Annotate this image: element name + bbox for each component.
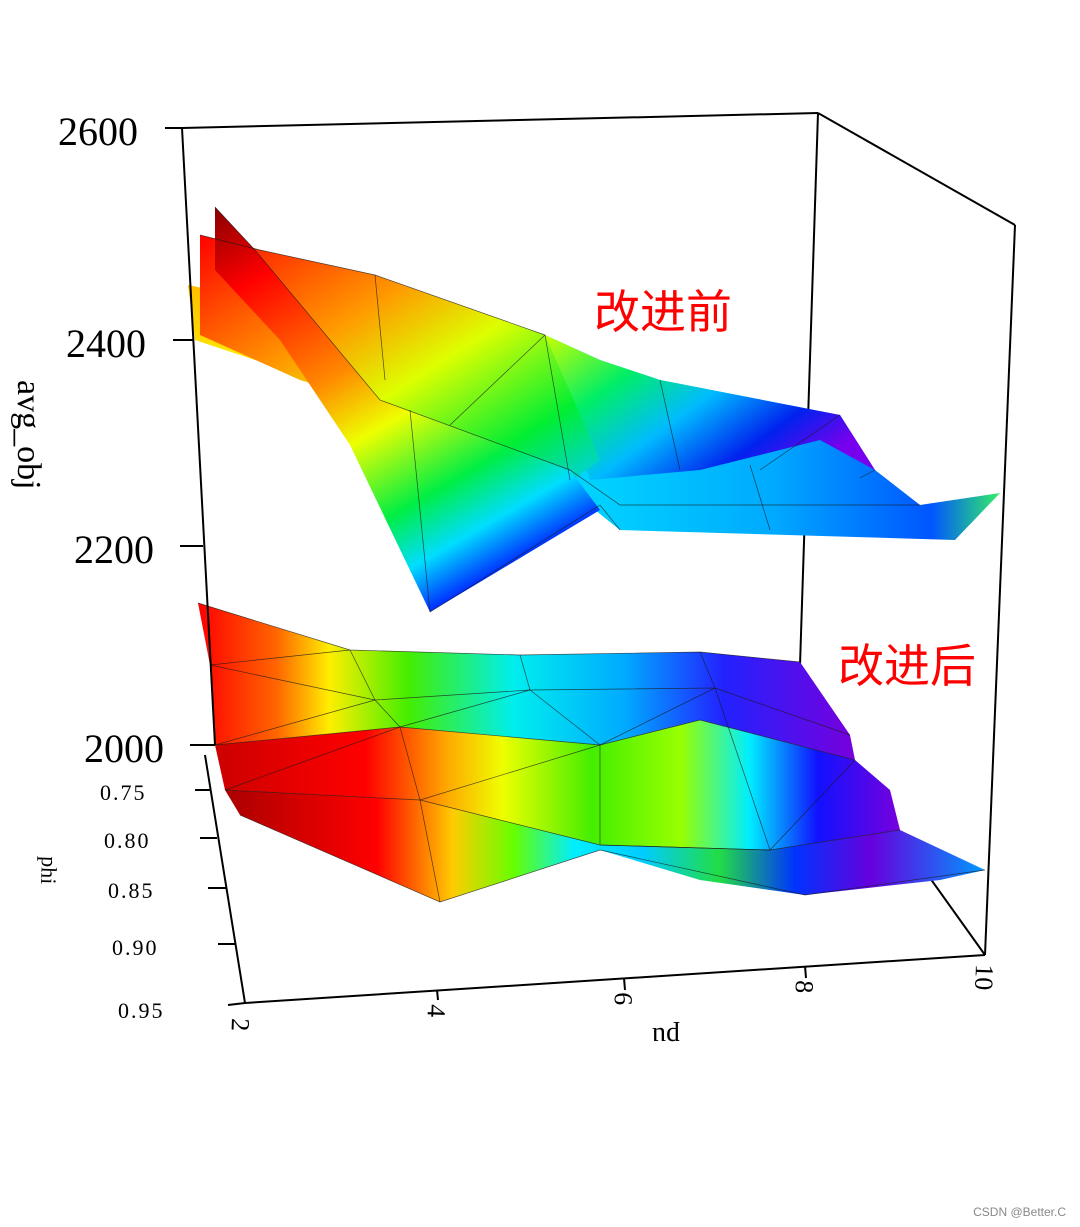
surface-after [197,602,986,903]
z-tick-2000: 2000 [84,726,164,771]
phi-axis: 0.75 0.80 0.85 0.90 0.95 phi [36,754,246,1023]
annotation-after: 改进后 [838,639,976,693]
pu-axis-title: pu [652,1021,680,1052]
surface-before [188,206,1000,613]
phi-tick-085: 0.85 [108,878,155,903]
annotation-before: 改进前 [594,285,732,339]
pu-tick-6: 6 [609,992,638,1006]
phi-axis-title: phi [36,856,62,885]
pu-tick-4: 4 [422,1004,451,1018]
pu-tick-10: 10 [969,964,999,991]
z-tick-2200: 2200 [74,527,154,572]
z-axis-title: avg_obj [10,380,47,490]
pu-axis: 2 4 6 8 10 pu [226,954,999,1052]
z-tick-2600: 2600 [58,109,138,154]
phi-tick-095: 0.95 [118,998,165,1023]
z-axis: 2600 2400 2200 2000 avg_obj [10,109,216,771]
phi-tick-090: 0.90 [112,935,159,960]
watermark: CSDN @Better.C [973,1205,1066,1219]
box-frame [181,112,1016,956]
z-tick-2400: 2400 [66,321,146,366]
pu-tick-8: 8 [790,980,819,994]
phi-tick-080: 0.80 [104,828,151,853]
phi-tick-075: 0.75 [100,780,147,805]
pu-tick-2: 2 [226,1018,255,1032]
